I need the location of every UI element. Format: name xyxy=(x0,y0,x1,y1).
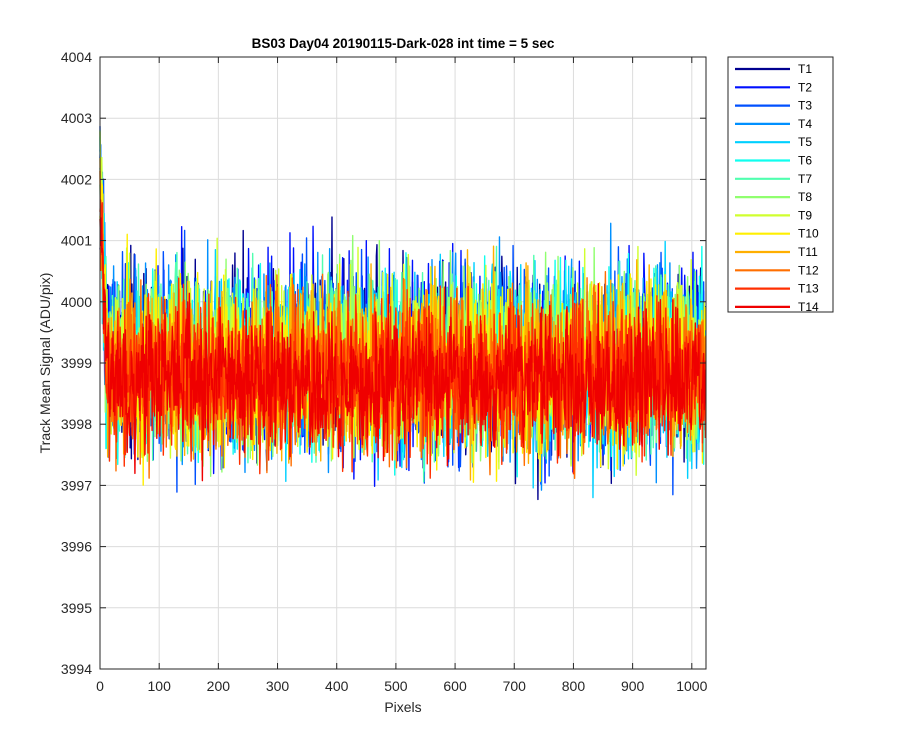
y-tick-label: 4004 xyxy=(61,49,92,65)
x-tick-label: 800 xyxy=(562,678,586,694)
legend-label-t5: T5 xyxy=(798,135,812,149)
y-tick-label: 3999 xyxy=(61,355,92,371)
y-tick-label: 3998 xyxy=(61,416,92,432)
x-tick-label: 600 xyxy=(443,678,467,694)
legend-label-t14: T14 xyxy=(798,300,819,314)
x-tick-label: 200 xyxy=(207,678,231,694)
x-tick-label: 700 xyxy=(503,678,527,694)
legend-label-t13: T13 xyxy=(798,282,819,296)
legend-label-t11: T11 xyxy=(798,245,818,259)
y-tick-label: 3996 xyxy=(61,539,92,555)
legend-label-t3: T3 xyxy=(798,99,812,113)
x-tick-label: 400 xyxy=(325,678,349,694)
y-tick-label: 3994 xyxy=(61,661,92,677)
y-tick-label: 4003 xyxy=(61,110,92,126)
x-axis-label: Pixels xyxy=(384,699,421,715)
legend-label-t10: T10 xyxy=(798,227,819,241)
legend-label-t7: T7 xyxy=(798,172,812,186)
y-tick-label: 3997 xyxy=(61,477,92,493)
y-tick-label: 4002 xyxy=(61,171,92,187)
x-tick-label: 900 xyxy=(621,678,645,694)
chart-title: BS03 Day04 20190115-Dark-028 int time = … xyxy=(252,36,555,51)
y-tick-label: 4001 xyxy=(61,233,92,249)
axis-ticks: 0 100 200 300 400 500 600 700 800 900 1000 3994 3995… xyxy=(61,49,708,694)
legend-label-t8: T8 xyxy=(798,190,812,204)
series-line-t14 xyxy=(99,217,707,482)
y-tick-label: 3995 xyxy=(61,600,92,616)
legend-label-t6: T6 xyxy=(798,154,812,168)
legend-label-t12: T12 xyxy=(798,263,819,277)
x-tick-label: 500 xyxy=(384,678,408,694)
legend-label-t4: T4 xyxy=(798,117,812,131)
x-tick-label: 300 xyxy=(266,678,290,694)
legend[interactable]: T1 T2 T3 T4 T5 T6 T7 T8 T9 T10 T11 T12 T13 T14 xyxy=(727,56,834,314)
legend-label-t1: T1 xyxy=(798,62,812,76)
series-lines xyxy=(99,126,707,501)
legend-label-t9: T9 xyxy=(798,208,812,222)
x-tick-label: 1000 xyxy=(676,678,707,694)
y-tick-label: 4000 xyxy=(61,294,92,310)
x-tick-label: 0 xyxy=(96,678,104,694)
legend-label-t2: T2 xyxy=(798,80,812,94)
y-axis-label: Track Mean Signal (ADU/pix) xyxy=(37,273,53,454)
x-tick-label: 100 xyxy=(148,678,172,694)
